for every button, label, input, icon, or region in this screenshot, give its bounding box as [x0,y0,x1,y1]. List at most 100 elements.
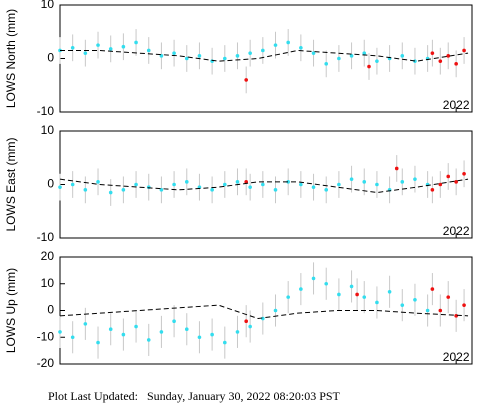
data-point [83,51,88,55]
y-tick-label: -20 [37,356,55,370]
data-point [311,185,316,189]
data-point [248,324,252,329]
data-point [261,182,265,187]
data-point [337,182,341,187]
data-point [96,43,100,47]
data-point [184,327,189,332]
data-point [413,298,417,302]
y-axis-label: LOWS East (mm) [4,137,18,231]
data-point [430,188,435,192]
data-point [299,182,303,187]
data-point [286,40,290,45]
data-point [83,322,88,326]
data-point [446,174,451,179]
data-point [394,166,399,171]
x-tick-label: 2022 [443,98,470,112]
data-point [400,54,405,58]
data-point [134,324,138,329]
data-point [367,64,371,69]
data-point [134,40,138,45]
y-tick-label: 10 [41,276,55,290]
data-point [273,43,278,47]
data-point [349,54,354,58]
data-point [197,335,202,340]
data-point [70,46,75,50]
plot-frame [59,130,473,239]
data-point [286,180,290,184]
data-point [430,287,435,291]
y-tick-label: 0 [47,177,54,191]
data-point [362,51,367,55]
data-point [210,332,214,337]
data-point [172,182,176,187]
data-point [261,48,265,53]
data-point [108,190,113,195]
data-point [400,303,405,307]
data-point [235,330,240,334]
data-point [299,287,303,291]
data-point [244,180,248,184]
y-tick-label: 10 [41,0,55,11]
data-point [244,319,248,324]
data-point [311,276,316,281]
plot-frame [59,256,473,365]
data-point [96,340,100,345]
data-point [454,314,458,318]
y-tick-label: 0 [47,51,54,65]
data-point [324,281,329,286]
data-point [462,172,466,176]
y-tick-label: 0 [47,303,54,317]
data-point [146,48,151,53]
footer: Plot Last Updated: Sunday, January 30, 2… [48,389,341,403]
data-point [362,295,367,299]
data-point [248,51,252,55]
data-point [134,182,138,187]
data-point [286,295,290,299]
data-point [172,51,176,55]
y-axis-label: LOWS North (mm) [4,9,18,108]
x-tick-label: 2022 [443,350,470,364]
data-point [362,180,367,184]
y-tick-label: -10 [37,329,55,343]
data-point [184,180,189,184]
data-point [446,54,451,58]
data-point [146,338,151,342]
data-point [299,46,303,50]
data-point [159,330,164,334]
data-point [462,303,466,307]
data-point [223,182,227,187]
data-point [454,62,458,66]
y-tick-label: 10 [41,123,55,137]
data-point [235,180,240,184]
y-tick-label: -10 [37,104,55,118]
data-point [184,56,189,61]
data-point [400,180,405,184]
data-point [223,340,227,345]
data-point [244,78,248,82]
data-point [210,188,214,192]
data-point [446,295,451,299]
data-point [83,188,88,192]
data-point [375,59,379,63]
data-point [454,180,458,184]
y-tick-label: 20 [41,249,55,263]
data-point [349,284,354,289]
model-line [59,304,469,320]
data-point [235,54,240,58]
data-point [324,62,329,66]
data-point [430,51,435,55]
data-point [58,330,62,334]
y-axis-label: LOWS Up (mm) [4,268,18,353]
data-point [273,188,278,192]
data-point [197,54,202,58]
data-point [438,308,443,313]
data-point [108,47,113,51]
data-point [324,188,329,192]
data-point [337,56,341,61]
data-point [413,177,417,181]
data-point [70,182,75,187]
data-point [58,185,62,189]
data-point [355,292,359,297]
